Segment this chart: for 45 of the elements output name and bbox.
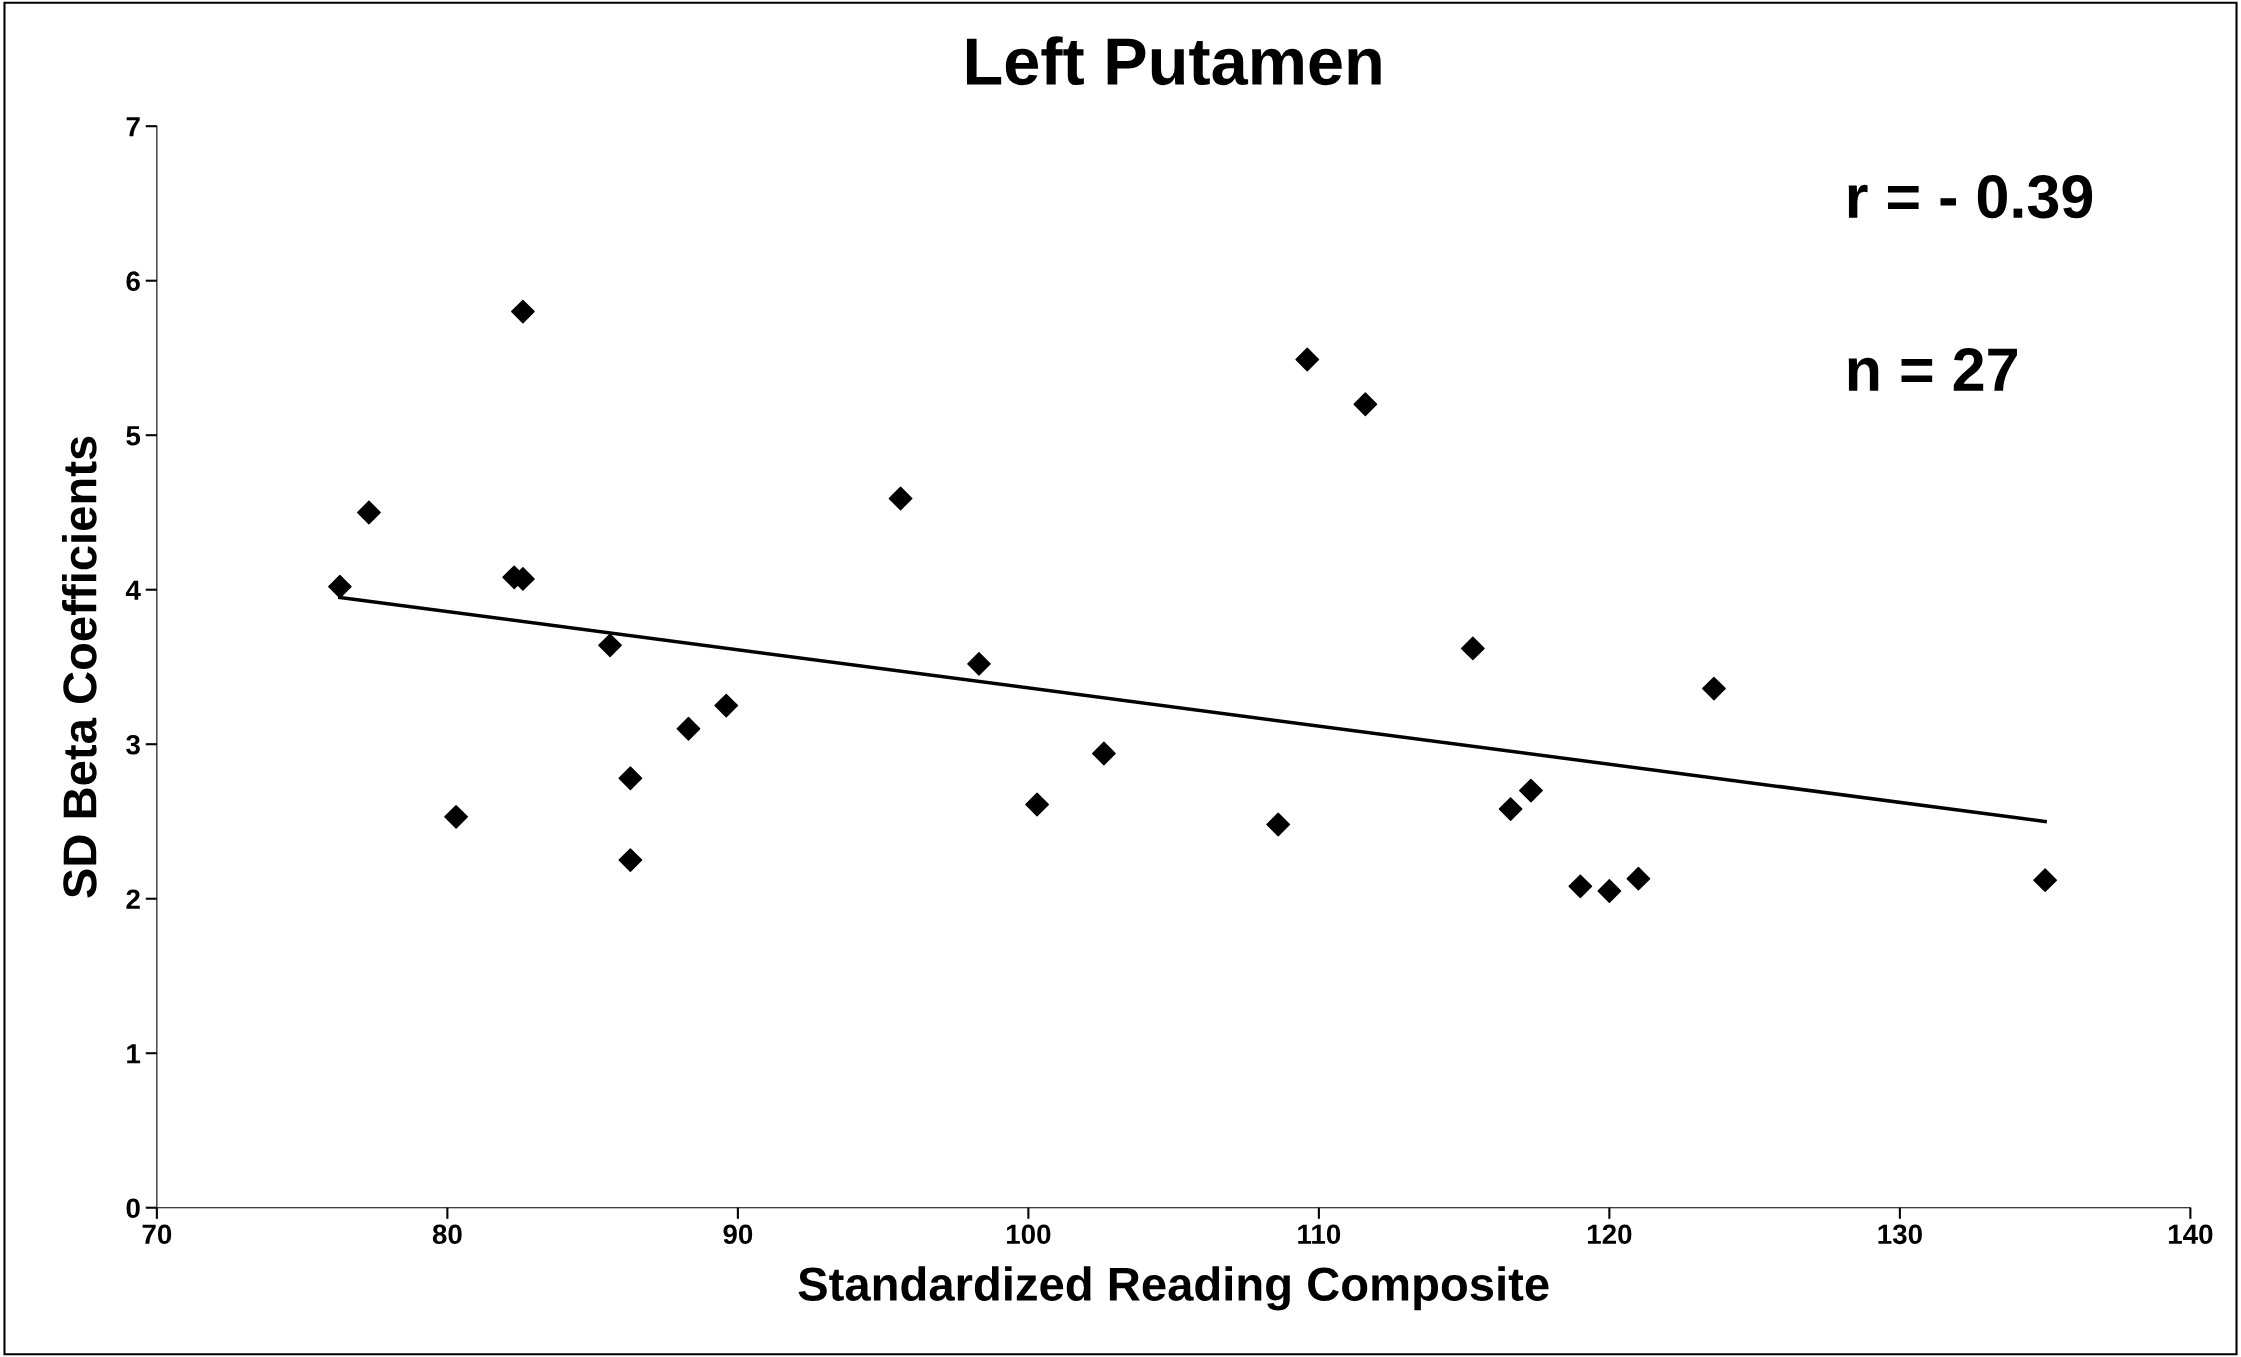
point [357, 500, 381, 525]
x-tick-label: 90 [723, 1224, 753, 1245]
point [967, 651, 991, 676]
point [511, 299, 535, 324]
y-tick-label: 5 [126, 426, 141, 446]
x-tick-label: 120 [1587, 1224, 1632, 1245]
x-tick-label: 70 [142, 1224, 172, 1245]
point [1092, 741, 1116, 766]
point [1353, 392, 1378, 417]
point [1702, 676, 1726, 701]
point [1460, 636, 1485, 661]
x-tick-label: 80 [432, 1224, 462, 1245]
x-tick-label: 140 [2168, 1224, 2213, 1245]
point [1295, 347, 1320, 372]
y-tick-label: 2 [126, 889, 140, 909]
y-axis-title: SD Beta Coefficients [61, 436, 97, 898]
x-axis-title: Standardized Reading Composite [798, 1266, 1549, 1311]
point [618, 848, 643, 872]
y-tick-label: 1 [127, 1044, 141, 1064]
point [888, 486, 913, 511]
y-tick-label: 0 [126, 1198, 140, 1219]
point [444, 804, 468, 829]
point [1568, 874, 1593, 899]
point [1519, 778, 1543, 803]
point [1597, 879, 1622, 903]
annotation: r = - 0.39 [1848, 175, 2093, 219]
y-tick-label: 6 [126, 271, 140, 292]
y-tick-label: 3 [126, 734, 140, 755]
point [2033, 868, 2058, 893]
point [1266, 812, 1291, 837]
point [1025, 792, 1049, 817]
x-tick-label: 110 [1298, 1224, 1341, 1245]
point [676, 716, 701, 741]
x-tick-label: 130 [1878, 1224, 1922, 1245]
point [714, 693, 739, 718]
y-tick-label: 7 [126, 117, 140, 137]
annotation: n = 27 [1848, 348, 2017, 391]
point [618, 766, 643, 791]
point [1626, 866, 1651, 891]
point [327, 574, 352, 599]
chart-title: Left Putamen [966, 36, 1381, 86]
y-tick-label: 4 [125, 580, 141, 600]
point [598, 633, 622, 658]
point [1498, 797, 1523, 822]
x-tick-label: 100 [1006, 1224, 1051, 1245]
